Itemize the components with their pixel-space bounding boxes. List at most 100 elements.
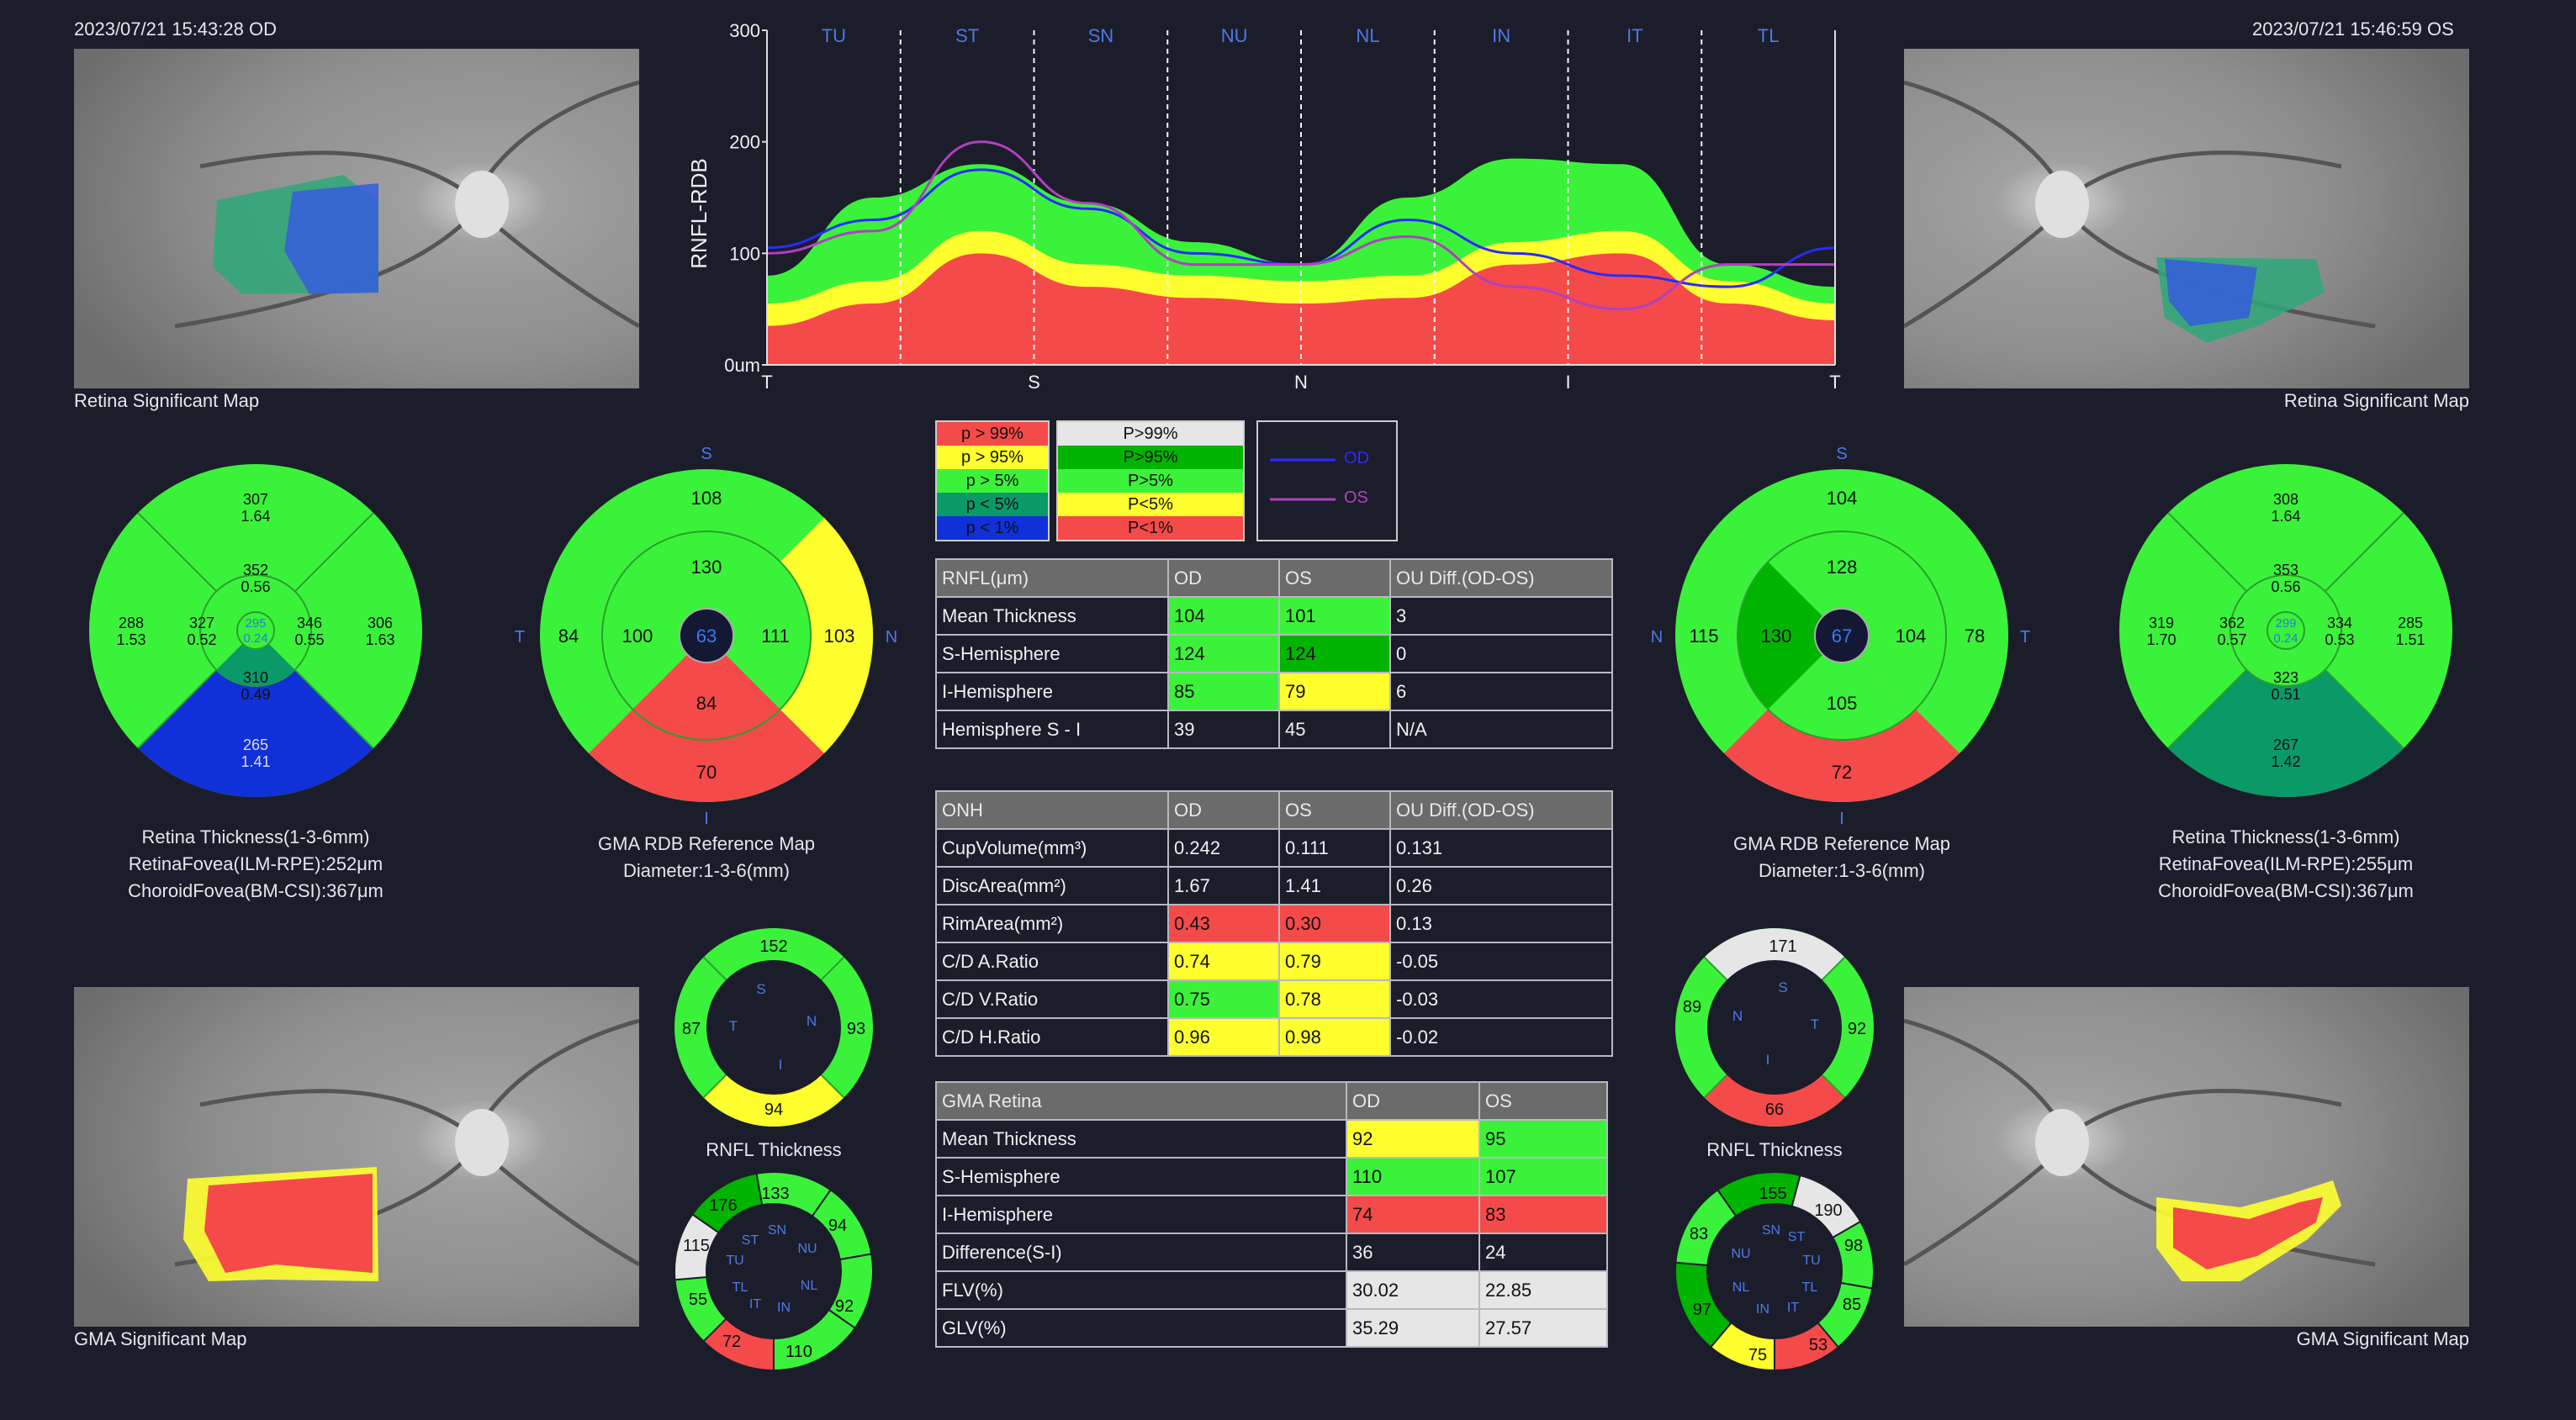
- table-cell: 124: [1167, 634, 1280, 673]
- chart-sector-label: TU: [822, 25, 846, 46]
- od-retina-inner-top-value: 352: [243, 562, 268, 578]
- od-retina-inner-bottom-value: 310: [243, 669, 268, 686]
- os-retina-inner-top-ratio: 0.56: [2271, 578, 2300, 595]
- os-retina-caption-line2: RetinaFovea(ILM-RPE):255μm: [2158, 853, 2414, 874]
- table-cell: 0.43: [1167, 904, 1280, 943]
- od-rnfl-quadrant-ring[interactable]: 152 87 93 94 S T N I: [673, 926, 875, 1128]
- os-timestamp: 2023/07/21 15:46:59 OS: [2252, 18, 2454, 40]
- os-rnfl8-tl-value: 85: [1843, 1296, 1861, 1314]
- table-cell: Mean Thickness: [935, 596, 1169, 636]
- os-gma-outer-bottom: 72: [1832, 762, 1852, 783]
- os-rnfl8-st-value: 190: [1814, 1201, 1842, 1220]
- os-retina-significant-map[interactable]: [1904, 49, 2469, 388]
- os-rnfl-label-t: T: [1811, 1016, 1819, 1032]
- os-retina-outer-left-value: 319: [2149, 615, 2174, 631]
- table-row: S-Hemisphere 124 124 0: [935, 634, 1613, 673]
- od-gma-significant-map[interactable]: [74, 987, 639, 1327]
- chart-sector-label: TL: [1758, 25, 1780, 46]
- table-cell: 22.85: [1478, 1270, 1608, 1310]
- od-rnfl-top: 152: [759, 937, 787, 956]
- od-retina-thickness-grid[interactable]: 307 1.64 288 1.53 306 1.63 265 1.41 352 …: [87, 462, 424, 799]
- od-gma-outer-bottom: 70: [696, 762, 717, 783]
- od-retina-outer-bottom-ratio: 1.41: [241, 753, 270, 770]
- legend-p1: p < 1%: [937, 516, 1048, 540]
- os-rnfl-left: 89: [1683, 998, 1701, 1016]
- od-gma-inner-right: 111: [761, 626, 789, 647]
- od-gma-dir-left: T: [515, 628, 525, 647]
- legend-P5-up: P>5%: [1058, 469, 1243, 493]
- od-rnfl8-st-value: 176: [709, 1196, 737, 1215]
- os-retina-center-ratio: 0.24: [2273, 631, 2298, 646]
- os-gma-inner-bottom: 105: [1827, 693, 1858, 714]
- od-rnfl-label-t: T: [729, 1018, 738, 1034]
- od-gma-rdb-map[interactable]: S I T N 108 84 103 70 130 100 111 84 63: [505, 434, 908, 837]
- table-cell: -0.05: [1389, 942, 1613, 981]
- legend-od: OD: [1344, 449, 1369, 467]
- table-cell: 0: [1389, 634, 1613, 673]
- od-rnfl-thickness-label: RNFL Thickness: [706, 1139, 842, 1160]
- os-gma-inner-right: 104: [1896, 626, 1927, 647]
- os-retina-outer-bottom-ratio: 1.42: [2271, 753, 2300, 770]
- chart-sector-label: NU: [1221, 25, 1248, 46]
- chart-sector-label: NL: [1356, 25, 1379, 46]
- table-cell: -0.03: [1389, 979, 1613, 1019]
- os-gma-significant-map[interactable]: [1904, 987, 2469, 1327]
- chart-sector-label: IN: [1492, 25, 1510, 46]
- onh-table: ONH OD OS OU Diff.(OD-OS) CupVolume(mm³)…: [935, 790, 1613, 1057]
- table-cell: I-Hemisphere: [935, 1195, 1347, 1234]
- od-rnfl8-nl-label: NL: [801, 1279, 818, 1293]
- table-cell: 101: [1278, 596, 1391, 636]
- onh-table-header: OD: [1167, 790, 1280, 830]
- table-cell: 45: [1278, 710, 1391, 749]
- table-cell: 6: [1389, 672, 1613, 711]
- od-retina-inner-right-value: 346: [297, 615, 322, 631]
- os-rnfl-sector-ring[interactable]: 155 190 98 85 53 75 97 83 SN ST TU TL IT…: [1674, 1170, 1875, 1372]
- os-rnfl8-sn-label: SN: [1762, 1223, 1780, 1238]
- table-cell: Difference(S-I): [935, 1233, 1347, 1272]
- od-retina-significant-map[interactable]: [74, 49, 639, 388]
- table-row: Hemisphere S - I 39 45 N/A: [935, 710, 1613, 749]
- os-retina-inner-top-value: 353: [2273, 562, 2298, 578]
- os-retina-thickness-grid[interactable]: 308 1.64 319 1.70 285 1.51 267 1.42 353 …: [2118, 462, 2454, 799]
- od-retina-caption-line2: RetinaFovea(ILM-RPE):252μm: [128, 853, 383, 874]
- os-retina-outer-bottom-value: 267: [2273, 736, 2298, 753]
- os-rnfl-quadrant-ring[interactable]: 171 89 92 66 S N T I: [1674, 926, 1875, 1128]
- table-cell: 0.242: [1167, 828, 1280, 868]
- od-rnfl8-st-label: ST: [742, 1233, 759, 1248]
- table-cell: 0.111: [1278, 828, 1391, 868]
- rnfl-table-header: OU Diff.(OD-OS): [1389, 558, 1613, 598]
- od-gma-outer-left: 84: [558, 626, 579, 647]
- od-retina-inner-left-value: 327: [189, 615, 214, 631]
- od-rnfl-sector-ring[interactable]: 133 94 92 110 72 55 115 176 SN NU NL IN …: [673, 1170, 875, 1372]
- table-row: S-Hemisphere 110 107: [935, 1157, 1608, 1196]
- table-cell: DiscArea(mm²): [935, 866, 1169, 905]
- table-cell: 0.75: [1167, 979, 1280, 1019]
- table-row: C/D V.Ratio 0.75 0.78 -0.03: [935, 979, 1613, 1019]
- od-retina-outer-right-value: 306: [368, 615, 393, 631]
- od-rnfl-label-i: I: [779, 1057, 783, 1073]
- table-cell: 124: [1278, 634, 1391, 673]
- table-row: CupVolume(mm³) 0.242 0.111 0.131: [935, 828, 1613, 868]
- table-cell: 83: [1478, 1195, 1608, 1234]
- os-gma-caption: GMA RDB Reference Map Diameter:1-3-6(mm): [1690, 831, 1993, 884]
- table-cell: I-Hemisphere: [935, 672, 1169, 711]
- table-row: RimArea(mm²) 0.43 0.30 0.13: [935, 904, 1613, 943]
- os-retina-caption-line3: ChoroidFovea(BM-CSI):367μm: [2158, 880, 2414, 901]
- os-gma-inner-top: 128: [1827, 557, 1858, 578]
- os-gma-rdb-map[interactable]: S I N T 104 115 78 72 128 130 104 105 67: [1640, 434, 2044, 837]
- od-retina-outer-left-value: 288: [119, 615, 144, 631]
- table-cell: 0.131: [1389, 828, 1613, 868]
- table-cell: 107: [1478, 1157, 1608, 1196]
- legend-p95: p > 95%: [937, 446, 1048, 469]
- os-rnfl8-in-label: IN: [1756, 1302, 1769, 1317]
- chart-x-tick: T: [1829, 372, 1840, 393]
- od-rnfl-right: 93: [847, 1020, 865, 1038]
- table-cell: Mean Thickness: [935, 1119, 1347, 1159]
- od-rnfl8-nu-value: 94: [828, 1217, 847, 1235]
- od-retina-center-ratio: 0.24: [243, 631, 267, 646]
- os-retina-map-label: Retina Significant Map: [2283, 390, 2469, 411]
- os-rnfl8-nu-value: 83: [1690, 1225, 1708, 1243]
- od-retina-outer-bottom-value: 265: [243, 736, 268, 753]
- od-rnfl8-tu-value: 115: [683, 1237, 710, 1255]
